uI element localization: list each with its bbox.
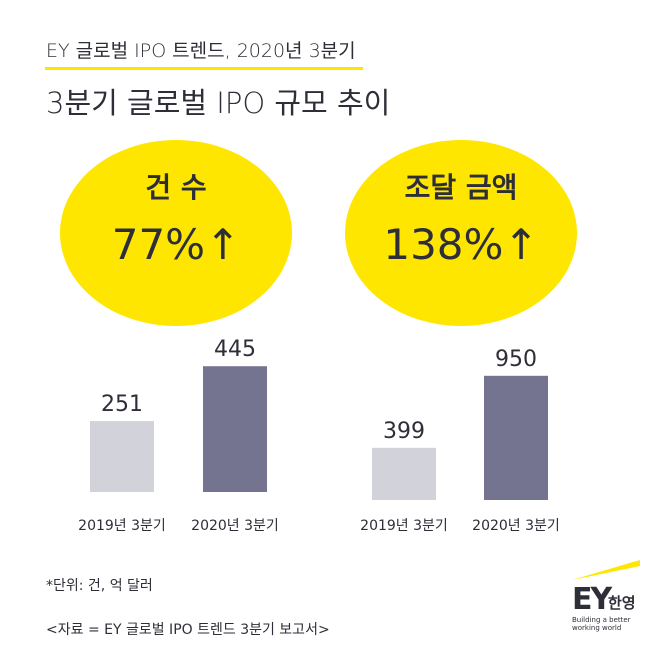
chart1-bar-1	[484, 375, 548, 500]
amount-label: 조달 금액	[404, 171, 518, 204]
ey-logo: EY 한영 Building a better working world	[570, 560, 660, 632]
logo-korean: 한영	[608, 594, 636, 612]
chart1-value-label-0: 399	[383, 419, 425, 444]
unit-note: *단위: 건, 억 달러	[46, 578, 153, 594]
chart1-category-label-0: 2019년 3분기	[360, 518, 448, 534]
logo-brand: EY	[572, 582, 612, 617]
chart0-category-label-0: 2019년 3분기	[78, 518, 166, 534]
source-note: <자료 = EY 글로벌 IPO 트렌드 3분기 보고서>	[46, 622, 330, 638]
chart1-value-label-1: 950	[495, 347, 537, 372]
logo-tagline: Building a better working world	[572, 616, 631, 632]
count-growth: 77%↑	[111, 220, 241, 269]
chart0-category-label-1: 2020년 3분기	[191, 518, 279, 534]
chart1-bar-0	[372, 447, 436, 500]
subtitle-underline	[45, 67, 363, 70]
chart0-bar-0	[90, 421, 154, 492]
page-title: 3분기 글로벌 IPO 규모 추이	[46, 86, 391, 120]
subtitle: EY 글로벌 IPO 트렌드, 2020년 3분기	[46, 40, 356, 62]
chart0-bar-1	[203, 366, 267, 492]
logo-beam-icon	[572, 560, 640, 580]
chart0-value-label-0: 251	[101, 392, 143, 417]
count-highlight-circle: 건 수 77%↑	[60, 140, 292, 326]
amount-highlight-circle: 조달 금액 138%↑	[345, 140, 577, 326]
amount-growth: 138%↑	[383, 220, 539, 269]
chart0-value-label-1: 445	[214, 337, 256, 362]
chart1-category-label-1: 2020년 3분기	[472, 518, 560, 534]
count-label: 건 수	[145, 171, 207, 204]
